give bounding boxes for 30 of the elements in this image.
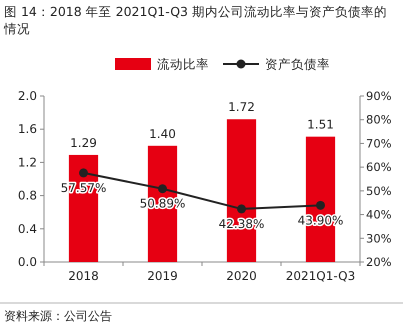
- x-tick-label: 2020: [226, 269, 257, 283]
- y2-tick-label: 50%: [366, 184, 392, 198]
- y-tick-label: 2.0: [18, 89, 37, 103]
- y2-tick-label: 40%: [366, 208, 392, 222]
- point: [237, 204, 246, 214]
- x-tick-label: 2021Q1-Q3: [286, 269, 356, 283]
- y2-tick-label: 30%: [366, 231, 392, 246]
- y-tick-label: 0.4: [18, 222, 37, 236]
- y-tick-label: 0.0: [18, 255, 37, 269]
- x-tick-label: 2019: [147, 269, 178, 283]
- y-tick-label: 0.8: [18, 188, 37, 203]
- data-label: 1.51: [307, 118, 334, 132]
- legend-label: 流动比率: [157, 56, 209, 72]
- legend-label: 资产负债率: [265, 56, 330, 72]
- y2-tick-label: 90%: [366, 89, 392, 103]
- data-label: 1.40: [149, 126, 176, 141]
- y2-tick-label: 60%: [366, 160, 392, 174]
- point: [79, 168, 88, 178]
- point: [316, 200, 325, 210]
- y-tick-label: 1.2: [18, 155, 37, 170]
- data-label: 1.29: [70, 136, 97, 150]
- point: [158, 184, 167, 194]
- text: 资料来源：公司公告: [4, 309, 112, 323]
- y2-tick-label: 20%: [366, 255, 392, 269]
- y-tick-label: 1.6: [18, 122, 37, 136]
- chart-title: 图 14：2018 年至 2021Q1-Q3 期内公司流动比率与资产负债率的情况: [3, 4, 387, 36]
- x-tick-label: 2018: [68, 269, 99, 283]
- y2-tick-label: 80%: [366, 112, 392, 127]
- y2-tick-label: 70%: [366, 136, 392, 150]
- data-label: 1.72: [228, 100, 255, 114]
